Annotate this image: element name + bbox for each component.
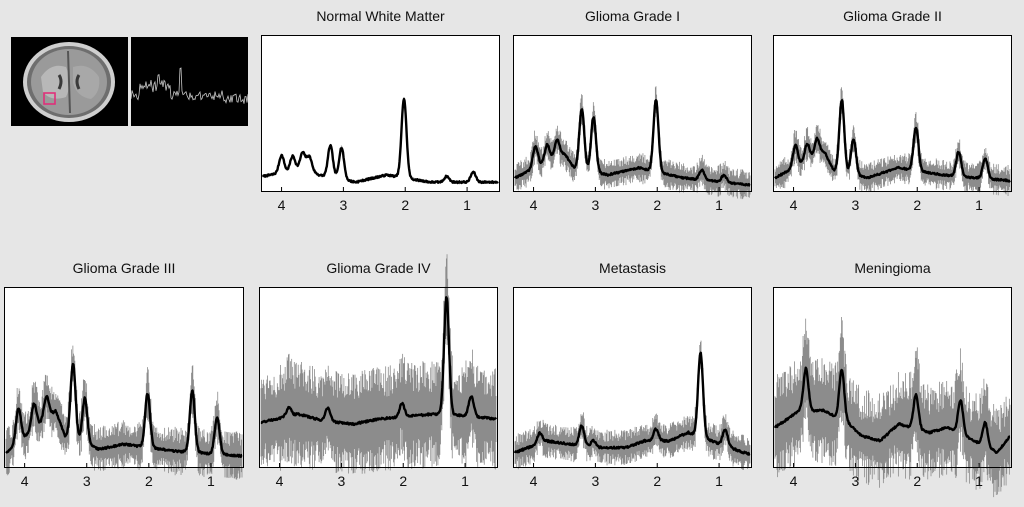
spectrum-plot: 4 3 2 1 [513, 287, 752, 489]
chart-glioma-grade-iii: Glioma Grade III 4 3 2 1 [4, 260, 244, 507]
chart-glioma-grade-ii: Glioma Grade II 4 3 2 1 [773, 8, 1012, 231]
x-tick-label: 2 [913, 473, 921, 489]
plot-frame [513, 287, 752, 468]
x-tick-label: 3 [591, 197, 599, 213]
spectrum-plot: 4 3 2 1 [773, 287, 1012, 498]
x-tick-label: 4 [790, 473, 798, 489]
x-tick-label: 1 [461, 473, 469, 489]
chart-metastasis: Metastasis 4 3 2 1 [513, 260, 752, 507]
x-tick-label: 4 [790, 197, 798, 213]
brain-mri-axial-slice-icon [11, 37, 128, 126]
spectrum-plot: 4 3 2 1 [513, 35, 752, 213]
chart-title: Glioma Grade IV [326, 260, 431, 276]
x-tick-label: 2 [401, 197, 409, 213]
chart-title: Normal White Matter [316, 8, 445, 24]
x-tick-label: 3 [83, 473, 91, 489]
x-tick-label: 4 [530, 473, 538, 489]
x-tick-label: 2 [653, 473, 661, 489]
x-tick-label: 3 [851, 473, 859, 489]
x-tick-label: 4 [276, 473, 284, 489]
chart-title: Meningioma [854, 260, 931, 276]
spectrum-plot: 4 3 2 1 [4, 287, 244, 489]
x-tick-label: 4 [278, 197, 286, 213]
plot-background [261, 35, 500, 192]
x-tick-label: 1 [463, 197, 471, 213]
plot-frame [513, 35, 752, 192]
mean-spectrum-line [513, 351, 751, 456]
x-tick-label: 1 [207, 473, 215, 489]
plot-frame [261, 35, 500, 192]
mean-spectrum-line [773, 366, 1011, 454]
x-tick-label: 4 [21, 473, 29, 489]
mean-spectrum-line [513, 99, 751, 187]
plot-frame [773, 287, 1012, 468]
x-tick-label: 2 [145, 473, 153, 489]
mean-spectrum-line [5, 362, 243, 459]
plot-frame [259, 287, 498, 468]
x-tick-label: 3 [339, 197, 347, 213]
x-tick-label: 1 [715, 473, 723, 489]
mean-spectrum-line [260, 296, 498, 427]
x-tick-label: 4 [530, 197, 538, 213]
x-tick-label: 3 [591, 473, 599, 489]
raw-spectrum-thumbnail [131, 37, 248, 126]
spectrum-plot: 4 3 2 1 [773, 35, 1012, 213]
chart-normal-white-matter: Normal White Matter 4 3 2 1 [261, 8, 500, 231]
mean-spectrum-line [774, 99, 1011, 183]
mri-thumbnail [11, 37, 128, 126]
plot-frame [773, 35, 1012, 192]
chart-glioma-grade-iv: Glioma Grade IV 4 3 2 1 [259, 254, 498, 507]
x-tick-label: 2 [399, 473, 407, 489]
x-tick-label: 1 [975, 197, 983, 213]
spectrum-plot: 4 3 2 1 [261, 35, 500, 213]
x-tick-label: 3 [851, 197, 859, 213]
chart-title: Glioma Grade II [843, 8, 942, 24]
chart-title: Metastasis [599, 260, 666, 276]
mean-spectrum-line [261, 97, 499, 185]
chart-title: Glioma Grade III [72, 260, 176, 276]
chart-meningioma: Meningioma 4 3 2 1 [773, 260, 1012, 507]
x-tick-label: 1 [715, 197, 723, 213]
spectrum-plot: 4 3 2 1 [259, 254, 498, 489]
roi-box [43, 92, 56, 105]
x-tick-label: 2 [653, 197, 661, 213]
x-tick-label: 1 [975, 473, 983, 489]
chart-title: Glioma Grade I [585, 8, 680, 24]
x-tick-label: 2 [913, 197, 921, 213]
chart-glioma-grade-i: Glioma Grade I 4 3 2 1 [513, 8, 752, 231]
plot-frame [4, 287, 244, 468]
x-tick-label: 3 [337, 473, 345, 489]
raw-spectrum-icon [131, 37, 248, 126]
